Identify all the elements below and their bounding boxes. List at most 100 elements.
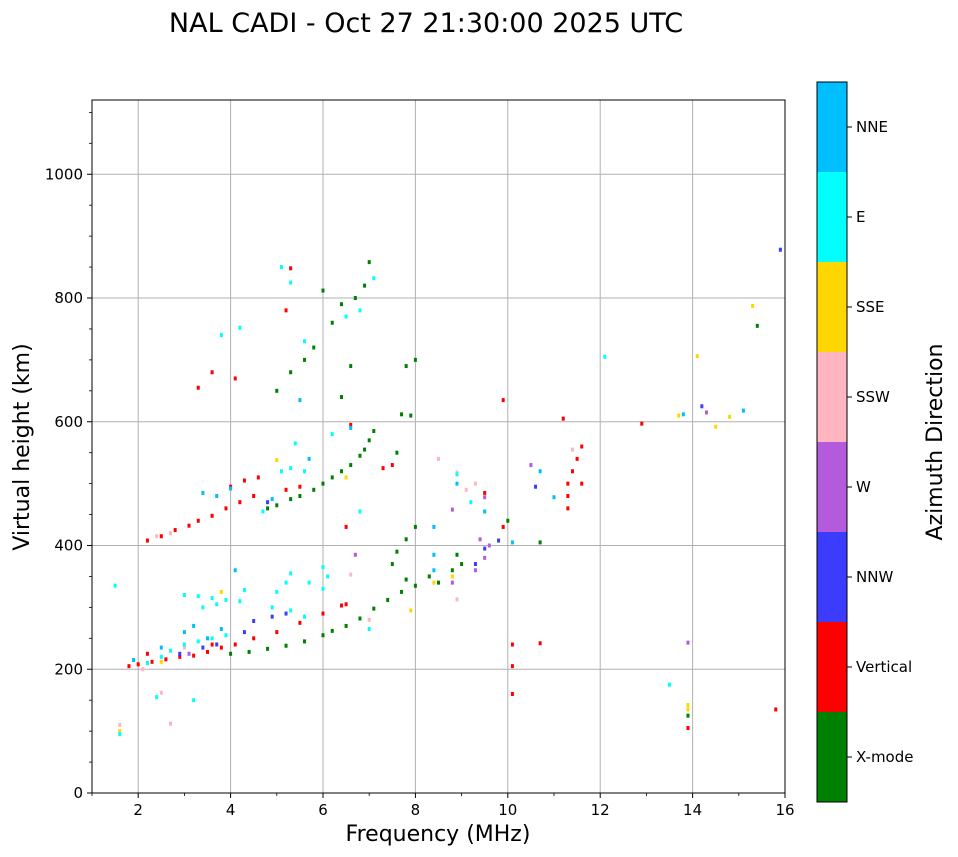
colorbar-frame — [816, 81, 848, 803]
data-point — [312, 487, 316, 492]
data-point — [247, 649, 251, 654]
data-point — [192, 653, 196, 658]
data-point — [196, 385, 200, 390]
data-point — [404, 537, 408, 542]
data-point — [182, 593, 186, 597]
data-point — [372, 429, 376, 434]
data-point — [455, 481, 459, 486]
data-point — [215, 494, 219, 498]
data-point — [284, 643, 288, 648]
data-point — [510, 540, 514, 545]
data-point — [353, 296, 357, 300]
data-point — [390, 562, 394, 567]
data-point — [395, 450, 399, 455]
data-point — [413, 524, 417, 529]
data-point — [330, 432, 334, 437]
colorbar-label: SSE — [856, 298, 885, 316]
data-point — [372, 276, 376, 281]
data-point — [155, 534, 159, 539]
data-point — [242, 588, 246, 593]
data-point — [363, 283, 367, 288]
data-point — [686, 713, 690, 718]
data-point — [192, 698, 196, 703]
data-point — [704, 410, 708, 415]
data-point — [196, 518, 200, 523]
data-point — [169, 531, 173, 536]
data-point — [289, 571, 293, 576]
data-point — [224, 633, 228, 638]
x-tick-label: 10 — [498, 801, 517, 819]
data-point — [686, 703, 690, 708]
data-point — [206, 649, 209, 654]
data-point — [566, 506, 570, 511]
data-point — [201, 605, 205, 610]
data-point — [201, 490, 205, 495]
data-point — [159, 659, 163, 664]
data-point — [330, 628, 334, 633]
colorbar-segment — [817, 82, 847, 172]
data-point — [506, 518, 510, 523]
data-point — [210, 636, 214, 641]
data-point — [289, 370, 293, 375]
data-point — [330, 475, 334, 480]
data-point — [298, 620, 302, 625]
y-axis-ticks: 0 200 400 600 800 1000 — [45, 111, 92, 802]
data-point — [381, 466, 385, 471]
data-point — [270, 605, 274, 610]
data-point — [344, 475, 348, 480]
data-point — [321, 611, 325, 616]
data-point — [339, 603, 343, 608]
data-point — [358, 509, 362, 514]
data-point — [538, 469, 542, 474]
series-x-mode — [229, 260, 759, 718]
data-point — [344, 623, 348, 628]
data-point — [561, 416, 565, 421]
data-point — [159, 534, 163, 539]
data-point — [159, 645, 163, 650]
data-point — [275, 503, 279, 508]
data-point — [728, 414, 732, 419]
data-point — [349, 422, 353, 427]
data-point — [400, 412, 404, 417]
data-point — [367, 617, 371, 622]
data-point — [118, 732, 122, 737]
data-point — [321, 481, 325, 486]
data-point — [298, 398, 302, 403]
data-point — [349, 463, 353, 468]
data-point — [413, 583, 417, 588]
colorbar-segment — [817, 262, 847, 352]
data-point — [478, 537, 482, 542]
data-point — [219, 627, 223, 632]
data-point — [455, 552, 459, 557]
data-point — [367, 438, 371, 443]
data-point — [284, 611, 288, 616]
data-point — [136, 662, 140, 667]
series-nnw — [178, 247, 782, 656]
data-point — [210, 596, 214, 601]
data-point — [261, 509, 265, 514]
data-point — [224, 597, 228, 602]
series-e — [113, 265, 671, 737]
data-point — [349, 572, 353, 577]
colorbar-segment — [817, 712, 847, 802]
colorbar-label: E — [856, 208, 865, 226]
data-point — [270, 614, 274, 619]
data-point — [233, 568, 237, 573]
data-point — [668, 682, 671, 687]
series-ssw — [118, 447, 574, 727]
data-point — [390, 463, 394, 468]
data-point — [279, 265, 283, 270]
data-point — [182, 630, 186, 635]
data-point — [266, 506, 270, 511]
data-point — [686, 707, 690, 712]
data-point — [266, 646, 270, 651]
data-point — [534, 484, 538, 489]
data-point — [413, 357, 417, 362]
data-point — [164, 657, 168, 662]
data-point — [178, 651, 182, 656]
data-point — [686, 640, 690, 645]
data-point — [321, 633, 325, 638]
data-point — [298, 484, 302, 489]
grid-lines — [92, 100, 786, 794]
